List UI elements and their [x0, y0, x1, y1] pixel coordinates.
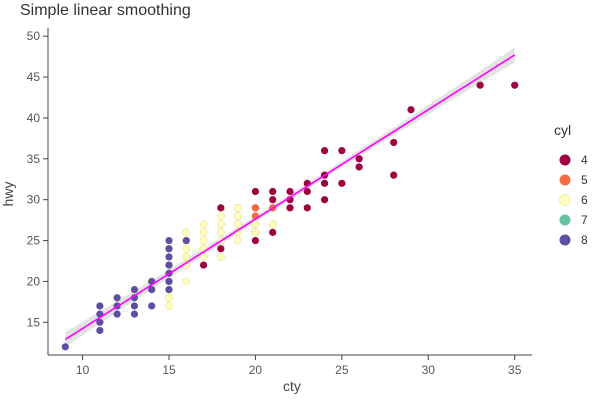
data-point	[251, 220, 260, 229]
data-point	[217, 220, 225, 229]
legend-label: 4	[581, 153, 588, 167]
y-axis-title: hwy	[0, 181, 16, 207]
data-point	[251, 228, 260, 237]
data-point	[113, 310, 121, 318]
data-point	[165, 293, 173, 302]
data-point	[199, 236, 208, 245]
x-tick-label: 15	[162, 363, 176, 377]
data-point	[165, 253, 173, 261]
data-point	[182, 277, 191, 286]
data-point	[182, 253, 191, 261]
y-tick-label: 30	[27, 193, 41, 207]
y-tick-label: 15	[27, 315, 41, 329]
data-point	[251, 187, 260, 196]
legend-swatch	[559, 194, 571, 206]
data-point	[165, 302, 173, 310]
data-point	[511, 81, 519, 89]
data-point	[199, 220, 208, 229]
data-point	[217, 204, 225, 212]
axes: 10 15 20 25 30 35 15 20 25 30 35 40 45 50	[27, 28, 532, 377]
data-point	[96, 326, 104, 335]
legend-swatch	[559, 234, 571, 246]
data-point	[251, 236, 260, 245]
y-tick-label: 50	[27, 29, 41, 43]
regression-line	[64, 54, 516, 341]
legend-swatch	[559, 214, 571, 226]
legend-label: 5	[581, 173, 588, 187]
data-point	[217, 245, 225, 253]
data-point	[286, 187, 294, 196]
y-tick-label: 20	[27, 274, 41, 288]
legend-title: cyl	[554, 122, 572, 138]
data-point	[199, 253, 208, 261]
x-tick-label: 10	[76, 363, 90, 377]
data-point	[338, 179, 346, 187]
data-point	[320, 147, 329, 155]
data-point	[165, 277, 173, 286]
data-point	[268, 220, 277, 229]
data-point	[234, 236, 242, 245]
legend-label: 8	[581, 233, 588, 247]
chart-title: Simple linear smoothing	[20, 2, 191, 19]
data-point	[130, 302, 139, 310]
legend-label: 6	[581, 193, 588, 207]
data-point	[61, 343, 69, 351]
data-point	[217, 228, 225, 237]
data-point	[320, 179, 329, 187]
data-point	[130, 286, 139, 294]
data-point	[407, 106, 415, 114]
data-point	[96, 318, 104, 326]
data-point	[217, 212, 225, 220]
legend-swatch	[559, 174, 571, 186]
data-point	[217, 253, 225, 261]
data-point	[355, 155, 363, 163]
data-point	[113, 294, 121, 302]
data-point	[165, 245, 173, 253]
data-point	[355, 163, 363, 171]
data-point	[269, 187, 277, 196]
data-point	[165, 286, 173, 294]
y-tick-label: 25	[27, 234, 41, 248]
data-point	[199, 261, 208, 269]
x-axis-title: cty	[283, 378, 301, 394]
data-point	[251, 204, 260, 212]
data-point	[199, 228, 208, 237]
data-point	[234, 212, 242, 220]
data-point	[476, 81, 484, 89]
x-tick-label: 20	[249, 363, 263, 377]
data-point	[303, 187, 311, 196]
data-point	[130, 310, 139, 318]
data-point	[390, 138, 398, 147]
data-point	[182, 244, 191, 253]
y-tick-label: 35	[27, 152, 41, 166]
data-point	[182, 228, 191, 237]
data-point	[286, 204, 294, 212]
data-points	[61, 81, 519, 351]
data-point	[96, 302, 104, 310]
data-point	[390, 171, 398, 179]
data-point	[234, 220, 242, 229]
data-point	[148, 302, 156, 310]
legend: 4 5 6 7 8	[559, 153, 588, 247]
data-point	[303, 204, 311, 212]
data-point	[165, 261, 173, 269]
x-tick-label: 30	[422, 363, 436, 377]
y-tick-label: 40	[27, 111, 41, 125]
y-tick-label: 45	[27, 70, 41, 84]
data-point	[148, 286, 156, 294]
data-point	[269, 196, 277, 204]
data-point	[338, 147, 346, 155]
legend-label: 7	[581, 213, 588, 227]
legend-swatch	[559, 154, 571, 166]
data-point	[320, 196, 329, 204]
data-point	[182, 236, 190, 245]
data-point	[269, 228, 277, 236]
data-point	[234, 204, 242, 212]
x-tick-label: 35	[508, 363, 522, 377]
regression-line-layer	[64, 54, 516, 341]
x-tick-label: 25	[335, 363, 349, 377]
data-point	[165, 236, 173, 245]
